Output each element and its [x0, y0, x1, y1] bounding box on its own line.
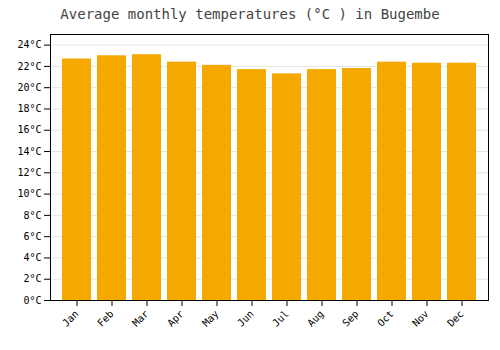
svg-text:22°C: 22°C	[17, 61, 41, 72]
html-text:Average monthly temperatures (: Average monthly temperatures (°C ) in Bu…	[60, 6, 440, 22]
svg-text:12°C: 12°C	[17, 167, 41, 178]
svg-text:14°C: 14°C	[17, 146, 41, 157]
svg-text:0°C: 0°C	[23, 295, 41, 306]
svg-text:4°C: 4°C	[23, 252, 41, 263]
svg-text:16°C: 16°C	[17, 124, 41, 135]
svg-text:24°C: 24°C	[17, 39, 41, 50]
svg-text:Apr: Apr	[165, 308, 186, 329]
svg-text:Aug: Aug	[305, 308, 326, 329]
svg-text:Jun: Jun	[235, 308, 256, 329]
svg-text:18°C: 18°C	[17, 103, 41, 114]
svg-text:Oct: Oct	[375, 308, 396, 329]
svg-text:8°C: 8°C	[23, 210, 41, 221]
svg-text:Sep: Sep	[340, 308, 361, 329]
svg-text:Dec: Dec	[445, 308, 466, 329]
svg-text:Jan: Jan	[60, 308, 81, 329]
svg-text:May: May	[200, 308, 221, 329]
svg-text:6°C: 6°C	[23, 231, 41, 242]
svg-text:Mar: Mar	[130, 308, 151, 329]
svg-text:2°C: 2°C	[23, 273, 41, 284]
svg-text:10°C: 10°C	[17, 188, 41, 199]
svg-text:Jul: Jul	[270, 308, 291, 329]
svg-text:Nov: Nov	[410, 308, 431, 329]
svg-text:20°C: 20°C	[17, 82, 41, 93]
svg-text:Feb: Feb	[95, 308, 116, 329]
